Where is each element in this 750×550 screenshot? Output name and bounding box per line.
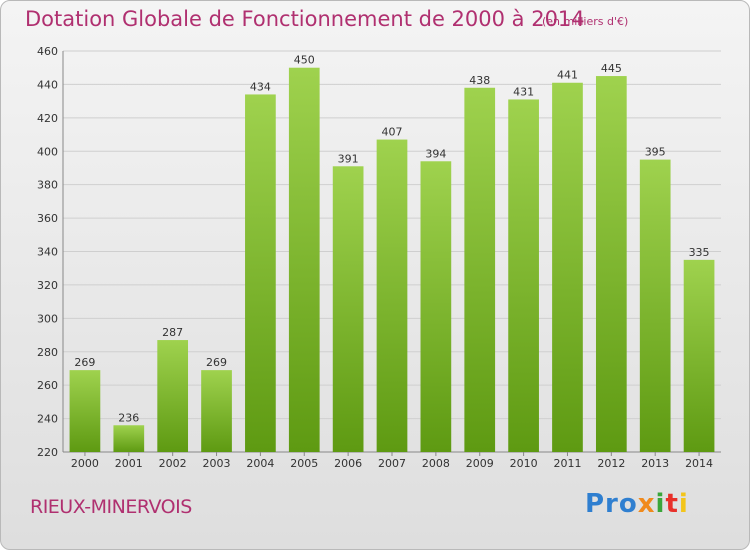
bar <box>508 99 539 453</box>
y-tick-label: 340 <box>37 246 58 259</box>
x-tick-label: 2014 <box>685 457 713 470</box>
data-label: 394 <box>425 147 446 160</box>
logo-part: i <box>655 489 666 519</box>
commune-name: RIEUX-MINERVOIS <box>30 496 192 518</box>
data-label: 269 <box>206 356 227 369</box>
logo-part: Pro <box>585 489 638 519</box>
data-label: 450 <box>294 54 315 67</box>
unit-label: (en milliers d'€) <box>542 15 629 28</box>
data-label: 391 <box>338 152 359 165</box>
data-label: 395 <box>645 146 666 159</box>
bar <box>420 161 452 452</box>
data-label: 407 <box>382 126 403 139</box>
y-tick-label: 320 <box>37 279 58 292</box>
x-tick-label: 2003 <box>203 457 231 470</box>
bar <box>639 159 671 452</box>
data-label: 438 <box>469 74 490 87</box>
bar <box>157 340 189 452</box>
y-tick-label: 220 <box>37 446 58 459</box>
y-tick-label: 440 <box>37 78 58 91</box>
x-tick-label: 2013 <box>641 457 669 470</box>
y-tick-label: 260 <box>37 379 58 392</box>
bar <box>595 76 627 452</box>
x-tick-label: 2011 <box>553 457 581 470</box>
bar <box>113 425 145 452</box>
bar <box>683 259 715 452</box>
y-tick-label: 380 <box>37 179 58 192</box>
x-tick-label: 2001 <box>115 457 143 470</box>
x-tick-label: 2002 <box>159 457 187 470</box>
logo-part: x <box>637 489 656 519</box>
y-tick-label: 460 <box>37 45 58 58</box>
x-tick-label: 2008 <box>422 457 450 470</box>
x-tick-label: 2005 <box>290 457 318 470</box>
logo-part: i <box>678 489 689 519</box>
bar <box>332 166 364 452</box>
data-label: 287 <box>162 326 183 339</box>
proxiti-logo[interactable]: Proxiti <box>585 489 689 519</box>
data-label: 431 <box>513 85 534 98</box>
bar <box>69 370 101 452</box>
data-label: 335 <box>689 246 710 259</box>
logo-part: t <box>665 489 679 519</box>
bar <box>464 87 496 452</box>
bar <box>245 94 276 453</box>
y-tick-label: 360 <box>37 212 58 225</box>
y-tick-label: 240 <box>37 413 58 426</box>
y-tick-label: 300 <box>37 312 58 325</box>
x-tick-label: 2006 <box>334 457 362 470</box>
y-tick-label: 280 <box>37 346 58 359</box>
data-label: 434 <box>250 80 271 93</box>
y-tick-label: 400 <box>37 145 58 158</box>
bar <box>376 139 408 452</box>
x-tick-label: 2000 <box>71 457 99 470</box>
data-label: 445 <box>601 62 622 75</box>
y-tick-label: 420 <box>37 112 58 125</box>
x-tick-label: 2004 <box>246 457 274 470</box>
data-label: 236 <box>118 411 139 424</box>
data-label: 441 <box>557 69 578 82</box>
x-tick-label: 2007 <box>378 457 406 470</box>
data-label: 269 <box>74 356 95 369</box>
chart-title: Dotation Globale de Fonctionnement de 20… <box>25 7 585 31</box>
x-tick-label: 2012 <box>597 457 625 470</box>
bar <box>201 370 232 452</box>
x-tick-label: 2009 <box>466 457 494 470</box>
bar <box>552 82 583 452</box>
bar <box>288 67 320 452</box>
x-tick-label: 2010 <box>510 457 538 470</box>
